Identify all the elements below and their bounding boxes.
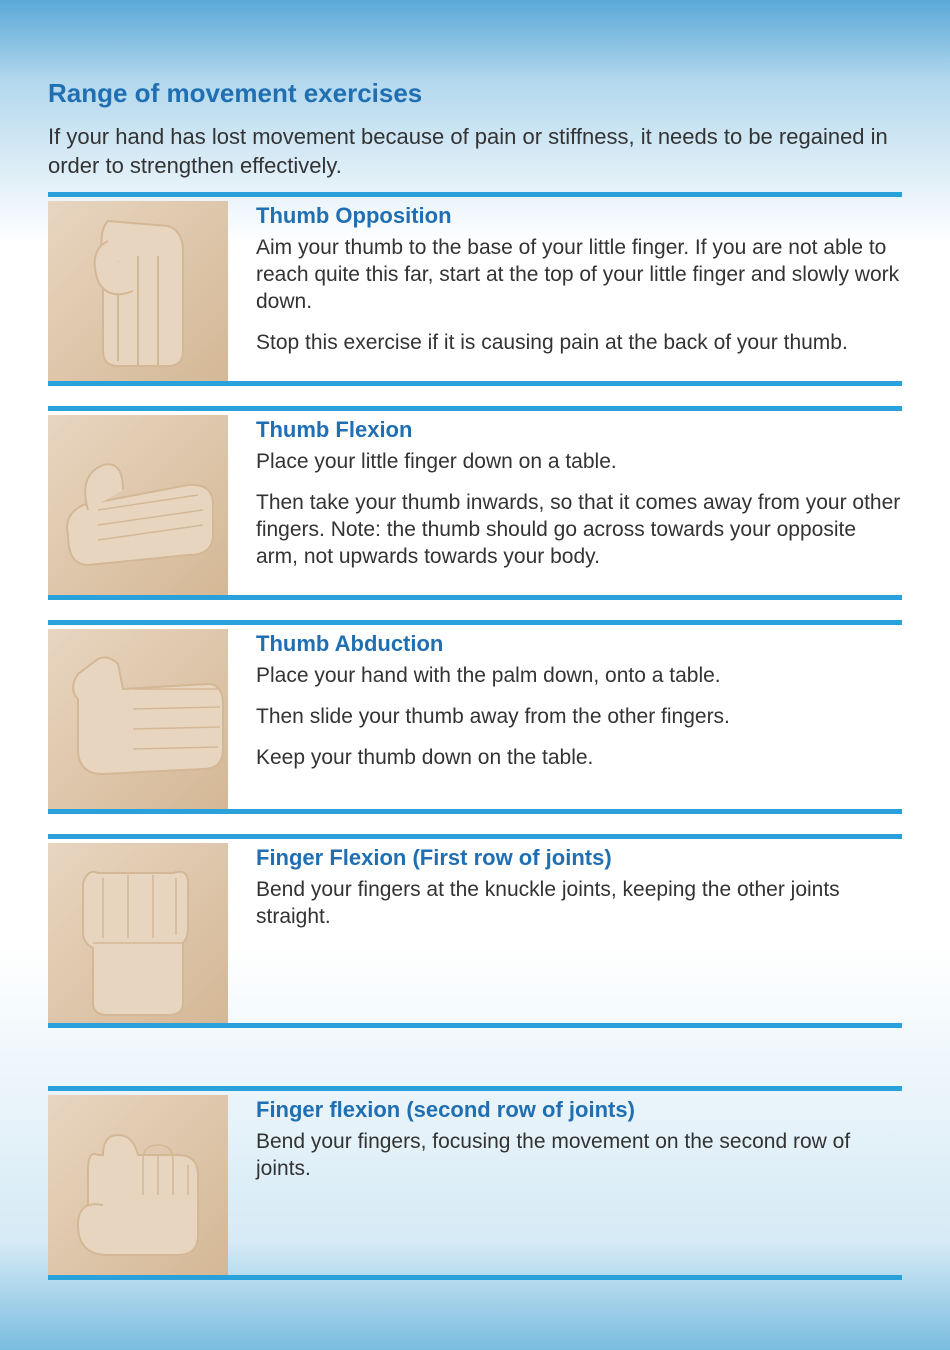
exercise-section: Thumb Opposition Aim your thumb to the ba… [48,192,902,386]
exercise-title: Thumb Flexion [256,417,902,443]
exercise-paragraph: Aim your thumb to the base of your littl… [256,235,902,316]
exercise-section: Finger flexion (second row of joints) Ben… [48,1086,902,1280]
exercise-section: Thumb Abduction Place your hand with the … [48,620,902,814]
exercise-title: Thumb Abduction [256,631,902,657]
exercise-section: Thumb Flexion Place your little finger do… [48,406,902,600]
exercise-image [48,415,228,595]
exercise-section: Finger Flexion (First row of joints) Bend… [48,834,902,1028]
exercise-title: Finger Flexion (First row of joints) [256,845,902,871]
exercise-image [48,629,228,809]
exercise-paragraph: Place your hand with the palm down, onto… [256,663,902,690]
exercise-title: Thumb Opposition [256,203,902,229]
exercise-paragraph: Bend your fingers, focusing the movement… [256,1129,902,1183]
exercise-image [48,843,228,1023]
exercise-body: Thumb Abduction Place your hand with the … [256,625,902,780]
exercise-body: Finger Flexion (First row of joints) Bend… [256,839,902,939]
intro-text: If your hand has lost movement because o… [48,123,902,180]
exercise-paragraph: Bend your fingers at the knuckle joints,… [256,877,902,931]
exercise-paragraph: Keep your thumb down on the table. [256,745,902,772]
exercise-paragraph: Then take your thumb inwards, so that it… [256,490,902,571]
page-title: Range of movement exercises [48,78,902,109]
exercise-paragraph: Stop this exercise if it is causing pain… [256,330,902,357]
exercise-paragraph: Then slide your thumb away from the othe… [256,704,902,731]
exercise-body: Thumb Opposition Aim your thumb to the ba… [256,197,902,365]
exercise-body: Thumb Flexion Place your little finger do… [256,411,902,579]
exercise-paragraph: Place your little finger down on a table… [256,449,902,476]
exercise-title: Finger flexion (second row of joints) [256,1097,902,1123]
exercise-image [48,1095,228,1275]
exercise-body: Finger flexion (second row of joints) Ben… [256,1091,902,1191]
exercise-image [48,201,228,381]
